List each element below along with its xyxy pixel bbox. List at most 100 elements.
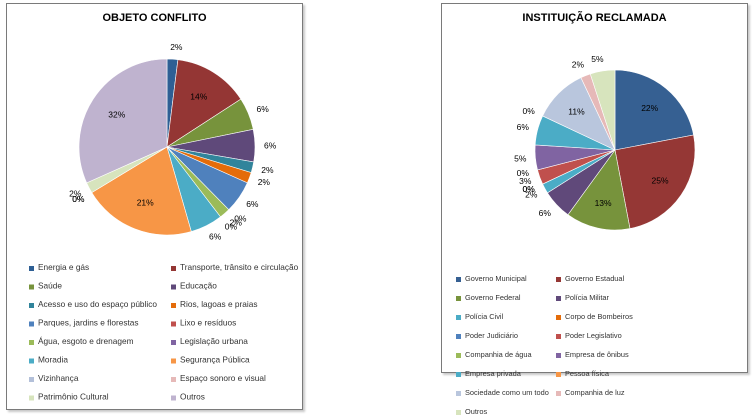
data-label: 25% <box>651 176 668 186</box>
chart-panel-instituicao-reclamada: INSTITUIÇÃO RECLAMADA 22% 25% 13% 6% 2% 0% 0% 3… <box>441 3 748 415</box>
legend-entry: Patrimônio Cultural <box>38 392 109 402</box>
data-label: 5% <box>514 154 527 164</box>
legend-entry: Espaço sonoro e visual <box>180 373 266 383</box>
legend-swatch <box>171 321 176 327</box>
legend-entry: Legislação urbana <box>180 336 248 346</box>
legend-entry: Companhia de água <box>465 350 532 359</box>
legend-swatch <box>556 315 561 320</box>
legend-entry: Poder Legislativo <box>565 331 622 340</box>
legend-swatch <box>556 353 561 358</box>
data-label: 2% <box>261 165 274 175</box>
legend-swatch <box>171 340 176 345</box>
legend-entry: Governo Federal <box>465 293 521 302</box>
legend-swatch <box>171 358 176 364</box>
legend-entry: Segurança Pública <box>180 355 250 365</box>
pie-slice <box>614 134 696 229</box>
legend-entry: Pessoa física <box>565 369 610 378</box>
legend-swatch <box>29 358 34 364</box>
data-label: 22% <box>641 103 658 113</box>
legend-entry: Poder Judiciário <box>465 331 518 340</box>
data-label: 5% <box>591 54 604 64</box>
data-label: 2% <box>258 177 271 187</box>
legend-swatch <box>29 284 34 290</box>
legend-entry: Outros <box>465 407 487 415</box>
legend-swatch <box>29 303 34 308</box>
data-label: 0% <box>523 184 536 194</box>
legend-entry: Lixo e resíduos <box>180 318 236 328</box>
legend-swatch <box>171 377 176 382</box>
data-label: 0% <box>523 184 536 194</box>
data-label: 14% <box>190 91 207 101</box>
legend-swatch <box>456 334 461 339</box>
data-label: 2% <box>572 60 585 70</box>
data-label: 21% <box>137 198 154 208</box>
data-label: 32% <box>108 109 125 119</box>
legend-entry: Governo Estadual <box>565 274 625 283</box>
pie-chart-instituicao-reclamada: 22%25%13%6%2%0%0%3%0%5%6%0% 11%2%5%Govern… <box>456 54 696 415</box>
data-label: 0% <box>523 106 536 116</box>
data-label: 0% <box>72 194 85 204</box>
legend-entry: Parques, jardins e florestas <box>38 318 139 328</box>
legend-entry: Corpo de Bombeiros <box>565 312 633 321</box>
legend-swatch <box>171 303 176 308</box>
legend-entry: Polícia Civil <box>465 312 504 321</box>
chart-title: INSTITUIÇÃO RECLAMADA <box>522 12 667 24</box>
pie-chart-objeto-conflito: 2%14%6%6%2%2%6%0%2%0%6%21%0%0%2%32%Energ… <box>29 42 299 402</box>
legend-swatch <box>456 353 461 358</box>
pie-slice <box>589 69 616 151</box>
legend-swatch <box>456 410 461 415</box>
legend-entry: Moradia <box>38 355 68 365</box>
legend-entry: Rios, lagoas e praias <box>180 299 257 309</box>
legend-entry: Transporte, trânsito e circulação <box>180 262 299 272</box>
pie-slice <box>166 59 242 148</box>
legend-swatch <box>456 391 461 396</box>
pie-slice <box>614 69 694 151</box>
legend-swatch <box>556 296 561 301</box>
data-label: 0% <box>234 213 247 223</box>
data-label: 2% <box>230 218 243 228</box>
data-label: 13% <box>595 198 612 208</box>
data-label: 6% <box>517 122 530 132</box>
legend-swatch <box>171 284 176 290</box>
data-label: 6% <box>209 231 222 241</box>
legend-entry: Sociedade como um todo <box>465 388 549 397</box>
legend-swatch <box>29 395 34 401</box>
chart-title: OBJETO CONFLITO <box>102 12 207 24</box>
legend-swatch <box>29 266 34 271</box>
legend-entry: Empresa de ônibus <box>565 350 629 359</box>
legend-swatch <box>171 266 176 271</box>
legend-swatch <box>556 372 561 377</box>
data-label: 0% <box>72 194 85 204</box>
legend-swatch <box>456 296 461 301</box>
data-label: 0% <box>225 221 238 231</box>
legend-entry: Governo Municipal <box>465 274 527 283</box>
data-label: 11% <box>568 107 585 117</box>
legend-swatch <box>29 377 34 382</box>
data-label: 3% <box>519 176 532 186</box>
data-label: 0% <box>517 168 530 178</box>
data-label: 2% <box>525 189 538 199</box>
legend-swatch <box>171 395 176 401</box>
pie-slice <box>567 149 631 231</box>
data-label: 2% <box>69 188 82 198</box>
legend-swatch <box>29 321 34 327</box>
legend-entry: Educação <box>180 281 217 291</box>
legend-swatch <box>556 391 561 396</box>
legend-entry: Polícia Militar <box>565 293 609 302</box>
pie-slice <box>78 58 168 184</box>
legend-swatch <box>556 334 561 339</box>
legend-entry: Água, esgoto e drenagem <box>38 336 134 346</box>
legend-entry: Vizinhança <box>38 373 79 383</box>
legend-swatch <box>556 277 561 282</box>
legend-swatch <box>456 277 461 282</box>
legend-entry: Empresa privada <box>465 369 522 378</box>
data-label: 6% <box>257 104 270 114</box>
chart-panel-objeto-conflito: OBJETO CONFLITO 2% 14% 6% 6% 2% 2% 6% 0% 2% 0% 6% 2… <box>6 3 303 410</box>
legend-entry: Companhia de luz <box>565 388 625 397</box>
legend-entry: Outros <box>180 392 205 402</box>
data-label: 2% <box>170 42 183 52</box>
legend-swatch <box>456 372 461 377</box>
pie-slice <box>91 146 192 236</box>
data-label: 6% <box>264 140 277 150</box>
legend-swatch <box>456 315 461 320</box>
